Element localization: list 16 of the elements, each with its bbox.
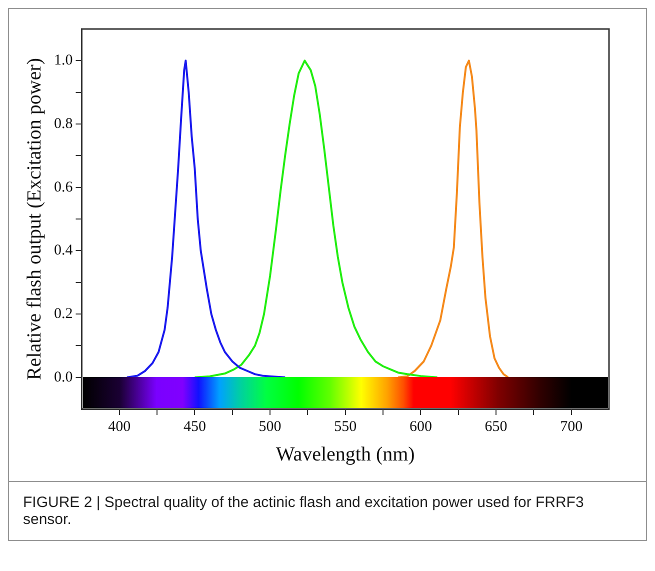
y-tick-label: 0.8 [54,116,73,132]
x-tick-label: 700 [560,418,583,435]
x-tick-label: 600 [409,418,432,435]
x-tick-label: 650 [484,418,508,435]
x-axis-title: Wavelength (nm) [276,443,415,466]
x-tick-label: 500 [258,418,282,435]
x-tick-label: 400 [108,418,131,435]
caption: FIGURE 2 | Spectral quality of the actinic flash and excitation power used for FRRF3 sensor. [23,494,585,528]
x-tick-label: 550 [334,418,357,435]
y-tick-label: 0.4 [54,242,74,259]
x-tick-label: 450 [183,418,206,435]
y-tick-label: 1.0 [54,52,73,69]
y-tick-label: 0.2 [54,306,73,322]
y-axis-title: Relative flash output (Excitation power) [23,58,46,380]
y-tick-label: 0.6 [54,179,74,196]
y-tick-label: 0.0 [54,369,73,386]
